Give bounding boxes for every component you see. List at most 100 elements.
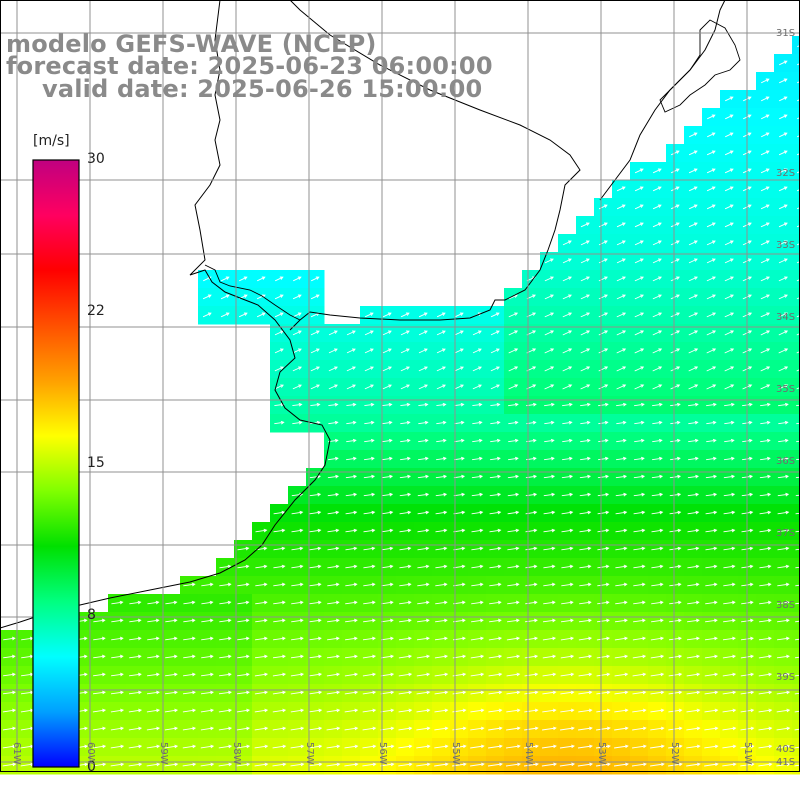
- wind-arrow: [2, 708, 17, 713]
- wind-arrow: [239, 276, 248, 282]
- wind-arrow: [345, 492, 358, 497]
- wind-arrow: [165, 600, 178, 605]
- wind-arrow: [614, 690, 629, 695]
- wind-arrow: [796, 224, 800, 228]
- river-plate-outline: [204, 264, 301, 321]
- wind-arrow: [272, 726, 287, 731]
- wind-arrow: [706, 204, 716, 210]
- wind-arrow: [254, 708, 269, 713]
- wind-arrow: [346, 366, 356, 372]
- wind-arrow: [398, 690, 413, 695]
- wind-arrow: [598, 204, 608, 210]
- wind-arrow: [686, 726, 701, 731]
- wind-arrow: [382, 330, 392, 336]
- wind-arrow: [436, 420, 447, 425]
- wind-arrow: [183, 600, 196, 605]
- wind-arrow: [688, 222, 698, 228]
- wind-arrow: [238, 312, 248, 318]
- wind-arrow: [544, 276, 554, 282]
- wind-arrow: [436, 366, 446, 372]
- wind-arrow: [616, 420, 627, 425]
- wind-arrow: [274, 384, 284, 390]
- wind-arrow: [275, 276, 284, 282]
- wind-arrow: [560, 636, 575, 641]
- wind-arrow: [652, 294, 662, 300]
- wind-arrow: [363, 582, 376, 587]
- wind-arrow: [560, 708, 575, 713]
- wind-arrow: [616, 276, 626, 282]
- wind-arrow: [417, 564, 430, 569]
- wind-arrow: [129, 654, 142, 659]
- wind-arrow: [362, 672, 377, 677]
- wind-arrow: [796, 278, 800, 282]
- wind-arrow: [580, 402, 591, 407]
- wind-arrow: [598, 366, 609, 372]
- wind-arrow: [597, 564, 610, 569]
- wind-arrow: [725, 114, 734, 120]
- wind-arrow: [651, 618, 664, 623]
- wind-arrow: [110, 744, 125, 749]
- wind-arrow: [796, 260, 800, 264]
- wind-arrow: [507, 474, 520, 479]
- wind-arrow: [651, 546, 664, 551]
- wind-arrow: [579, 528, 592, 533]
- wind-arrow: [111, 600, 124, 605]
- colorbar: [32, 159, 80, 768]
- wind-arrow: [524, 672, 539, 677]
- wind-arrow: [508, 366, 519, 372]
- wind-arrow: [634, 456, 645, 461]
- wind-arrow: [435, 474, 448, 479]
- wind-arrow: [544, 438, 555, 443]
- wind-arrow: [382, 456, 393, 461]
- wind-arrow: [616, 384, 627, 390]
- wind-arrow: [634, 294, 644, 300]
- wind-arrow: [561, 600, 574, 605]
- wind-arrow: [598, 330, 609, 336]
- wind-arrow: [616, 402, 627, 407]
- wind-arrow: [436, 330, 446, 336]
- wind-arrow: [110, 708, 125, 713]
- lon-label-60w: 60W: [85, 742, 96, 765]
- wind-arrow: [561, 492, 574, 497]
- wind-arrow: [631, 762, 647, 767]
- wind-arrow: [490, 330, 500, 336]
- wind-arrow: [146, 744, 161, 749]
- wind-arrow: [723, 564, 736, 569]
- wind-arrow: [633, 582, 646, 587]
- wind-arrow: [147, 618, 160, 623]
- wind-arrow: [399, 600, 412, 605]
- wind-arrow: [796, 206, 800, 210]
- wind-arrow: [472, 402, 483, 407]
- wind-arrow: [380, 636, 394, 641]
- wind-arrow: [454, 348, 464, 354]
- wind-arrow: [544, 348, 555, 354]
- wind-arrow: [454, 438, 465, 443]
- wind-arrow: [505, 762, 521, 767]
- wind-arrow: [524, 636, 539, 641]
- wind-arrow: [398, 654, 413, 659]
- wind-arrow: [544, 420, 555, 425]
- valid-date: valid date: 2025-06-26 15:00:00: [42, 75, 483, 103]
- wind-arrow: [579, 510, 592, 515]
- wind-arrow: [454, 330, 464, 336]
- wind-arrow: [326, 726, 341, 731]
- wind-arrow: [797, 98, 800, 102]
- wind-arrow: [382, 420, 393, 425]
- wind-arrow: [705, 528, 718, 533]
- wind-cell: [792, 198, 800, 217]
- wind-arrow: [418, 384, 428, 390]
- wind-arrow: [309, 636, 322, 641]
- wind-arrow: [506, 726, 521, 731]
- wind-arrow: [326, 672, 341, 677]
- wind-arrow: [706, 312, 717, 318]
- wind-arrow: [776, 672, 791, 677]
- wind-arrow: [309, 582, 322, 587]
- wind-arrow: [670, 168, 680, 174]
- wind-arrow: [274, 312, 284, 318]
- wind-arrow: [200, 708, 215, 713]
- wind-arrow: [596, 654, 611, 659]
- wind-arrow: [687, 582, 700, 587]
- wind-arrow: [725, 132, 734, 138]
- wind-arrow: [328, 420, 339, 425]
- wind-cell: [792, 288, 800, 307]
